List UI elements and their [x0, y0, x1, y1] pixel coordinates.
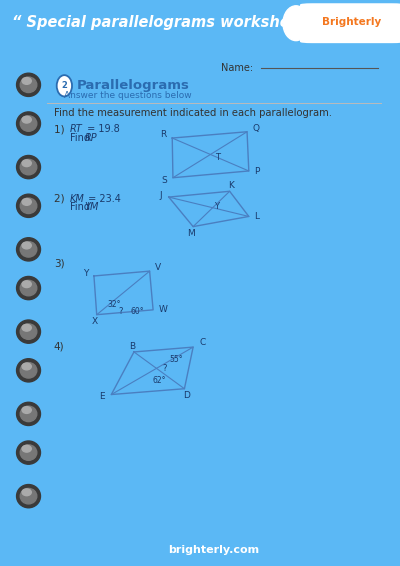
Ellipse shape — [20, 445, 37, 460]
Text: Find the measurement indicated in each parallelogram.: Find the measurement indicated in each p… — [54, 108, 332, 118]
Text: W: W — [159, 305, 168, 314]
Ellipse shape — [20, 406, 37, 422]
Ellipse shape — [16, 112, 40, 135]
Text: ?: ? — [162, 364, 166, 373]
Ellipse shape — [20, 363, 37, 378]
Text: Y: Y — [214, 202, 219, 211]
Circle shape — [57, 75, 72, 96]
Ellipse shape — [16, 320, 40, 343]
Text: E: E — [100, 392, 105, 401]
Text: Find: Find — [70, 133, 93, 143]
Text: C: C — [199, 338, 206, 347]
Ellipse shape — [16, 194, 40, 217]
Ellipse shape — [22, 78, 31, 84]
Text: Answer the questions below: Answer the questions below — [64, 91, 192, 100]
Text: RT: RT — [70, 125, 82, 134]
Text: R: R — [160, 130, 166, 139]
Text: KM: KM — [70, 194, 84, 204]
Text: 55°: 55° — [170, 355, 183, 365]
Ellipse shape — [16, 484, 40, 508]
Ellipse shape — [22, 116, 31, 123]
Text: 1): 1) — [54, 125, 68, 134]
Ellipse shape — [22, 160, 31, 166]
Ellipse shape — [22, 199, 31, 205]
Text: Brighterly: Brighterly — [322, 18, 382, 27]
Text: 62°: 62° — [152, 376, 166, 385]
Ellipse shape — [22, 324, 31, 331]
Text: K: K — [228, 181, 234, 190]
Ellipse shape — [20, 160, 37, 175]
Text: S: S — [161, 175, 167, 185]
Text: B: B — [129, 342, 135, 351]
Text: brighterly.com: brighterly.com — [168, 544, 260, 555]
Ellipse shape — [22, 489, 31, 496]
FancyBboxPatch shape — [300, 3, 400, 43]
Ellipse shape — [22, 242, 31, 249]
Text: D: D — [183, 391, 190, 400]
Ellipse shape — [20, 324, 37, 340]
Ellipse shape — [283, 6, 309, 41]
Text: M: M — [188, 229, 195, 238]
Text: Name:: Name: — [221, 63, 253, 73]
Text: V: V — [154, 263, 161, 272]
Text: = 19.8: = 19.8 — [84, 125, 119, 134]
Ellipse shape — [20, 488, 37, 504]
Text: = 23.4: = 23.4 — [85, 194, 121, 204]
Text: Y: Y — [83, 268, 88, 277]
Ellipse shape — [20, 242, 37, 257]
Text: X: X — [92, 317, 98, 326]
Ellipse shape — [20, 198, 37, 213]
Text: ?: ? — [118, 307, 123, 316]
Text: 60°: 60° — [131, 307, 144, 316]
Ellipse shape — [20, 116, 37, 131]
Text: 3): 3) — [54, 259, 64, 269]
Ellipse shape — [16, 238, 40, 261]
Ellipse shape — [16, 359, 40, 382]
Text: 4): 4) — [54, 341, 64, 351]
Text: 2): 2) — [54, 194, 68, 204]
Ellipse shape — [22, 445, 31, 452]
Text: Find: Find — [70, 202, 93, 212]
Ellipse shape — [16, 156, 40, 179]
Text: RP: RP — [84, 133, 97, 143]
Text: T: T — [215, 153, 220, 162]
Ellipse shape — [16, 441, 40, 464]
Text: P: P — [254, 168, 259, 177]
Ellipse shape — [16, 402, 40, 426]
Text: J: J — [160, 191, 162, 200]
Ellipse shape — [22, 406, 31, 413]
Ellipse shape — [16, 276, 40, 299]
Ellipse shape — [20, 280, 37, 296]
Text: Parallelograms: Parallelograms — [76, 79, 190, 92]
Ellipse shape — [16, 73, 40, 96]
Text: 32°: 32° — [107, 299, 121, 308]
Text: “ Special parallelograms worksheets: “ Special parallelograms worksheets — [12, 15, 315, 30]
Text: Q: Q — [252, 124, 259, 133]
Ellipse shape — [22, 363, 31, 370]
Ellipse shape — [20, 77, 37, 93]
Text: L: L — [254, 212, 259, 221]
Text: 2: 2 — [62, 82, 67, 91]
Text: YM: YM — [84, 202, 99, 212]
Ellipse shape — [22, 281, 31, 288]
